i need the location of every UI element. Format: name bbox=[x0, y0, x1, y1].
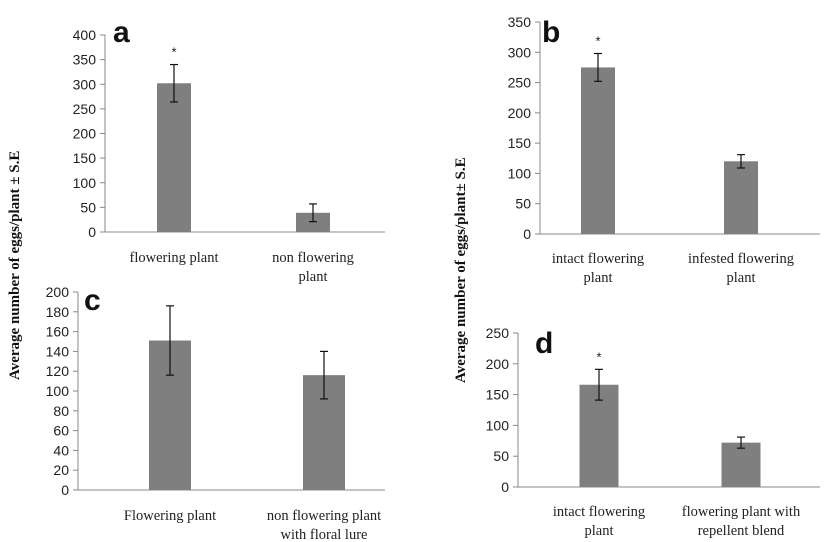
y-tick-label: 60 bbox=[53, 423, 69, 439]
panel-letter: a bbox=[113, 16, 130, 49]
y-axis-label-right: Average number of eggs/plant± S.E bbox=[453, 157, 469, 383]
y-tick-label: 300 bbox=[73, 76, 97, 92]
y-tick-label: 0 bbox=[501, 479, 509, 495]
y-tick-label: 350 bbox=[508, 14, 532, 30]
y-axis-label-left: Average number of eggs/plant ± S.E bbox=[7, 151, 23, 380]
chart-panel-d: 0 50 100 150 200 250 * intact flowering plant flo… bbox=[486, 325, 820, 539]
y-tick-label: 40 bbox=[53, 442, 69, 458]
y-tick-label: 80 bbox=[53, 403, 69, 419]
category-label: plant bbox=[584, 270, 613, 286]
y-tick-label: 50 bbox=[80, 199, 96, 215]
category-label: plant bbox=[299, 269, 328, 285]
y-tick-label: 400 bbox=[73, 27, 97, 43]
y-tick-label: 100 bbox=[486, 417, 510, 433]
y-tick-label: 200 bbox=[508, 105, 532, 121]
panel-letter: b bbox=[542, 16, 560, 49]
y-tick-label: 200 bbox=[486, 356, 510, 372]
category-label: plant bbox=[585, 523, 614, 539]
chart-panel-b: 0 50 100 150 200 250 300 350 * intact flowering pl… bbox=[508, 14, 820, 286]
panel-letter: d bbox=[535, 327, 553, 360]
y-tick-label: 200 bbox=[46, 284, 70, 300]
y-tick-label: 0 bbox=[523, 226, 531, 242]
category-label: plant bbox=[727, 270, 756, 286]
y-tick-label: 300 bbox=[508, 44, 532, 60]
y-tick-label: 50 bbox=[493, 448, 509, 464]
category-label: repellent blend bbox=[698, 523, 785, 539]
category-label: flowering plant with bbox=[682, 504, 801, 520]
panel-letter: c bbox=[84, 284, 101, 317]
category-label: infested flowering bbox=[688, 251, 794, 267]
category-label: intact flowering bbox=[552, 251, 644, 267]
category-label: intact flowering bbox=[553, 504, 645, 520]
y-tick-label: 150 bbox=[73, 150, 97, 166]
category-label: non flowering bbox=[272, 250, 354, 266]
y-tick-label: 0 bbox=[61, 482, 69, 498]
bar bbox=[581, 67, 615, 234]
y-tick-label: 0 bbox=[88, 224, 96, 240]
y-tick-label: 50 bbox=[515, 196, 531, 212]
y-tick-label: 200 bbox=[73, 126, 97, 142]
y-tick-label: 250 bbox=[486, 325, 510, 341]
bar bbox=[296, 212, 330, 232]
bar bbox=[157, 83, 191, 232]
category-label: non flowering plant bbox=[267, 508, 381, 524]
chart-panel-a: 0 50 100 150 200 250 300 350 400 * flowering plant… bbox=[73, 16, 385, 285]
y-tick-label: 250 bbox=[73, 101, 97, 117]
y-tick-label: 20 bbox=[53, 462, 69, 478]
y-tick-label: 150 bbox=[508, 135, 532, 151]
y-tick-label: 350 bbox=[73, 52, 97, 68]
significance-marker: * bbox=[596, 349, 601, 364]
y-tick-label: 140 bbox=[46, 343, 70, 359]
bar bbox=[721, 442, 761, 487]
significance-marker: * bbox=[595, 33, 600, 48]
y-tick-label: 150 bbox=[486, 387, 510, 403]
y-tick-label: 100 bbox=[46, 383, 70, 399]
bar bbox=[579, 384, 619, 487]
y-tick-label: 160 bbox=[46, 324, 70, 340]
category-label: with floral lure bbox=[281, 527, 368, 542]
category-label: Flowering plant bbox=[124, 508, 216, 524]
y-tick-label: 100 bbox=[508, 165, 532, 181]
y-tick-label: 250 bbox=[508, 75, 532, 91]
category-label: flowering plant bbox=[130, 250, 219, 266]
bar bbox=[724, 161, 758, 234]
y-tick-label: 180 bbox=[46, 304, 70, 320]
chart-panel-c: 0 20 40 60 80 100 120 140 160 180 200 Flowering pla… bbox=[46, 284, 385, 542]
y-tick-label: 120 bbox=[46, 363, 70, 379]
y-tick-label: 100 bbox=[73, 175, 97, 191]
significance-marker: * bbox=[171, 45, 176, 60]
